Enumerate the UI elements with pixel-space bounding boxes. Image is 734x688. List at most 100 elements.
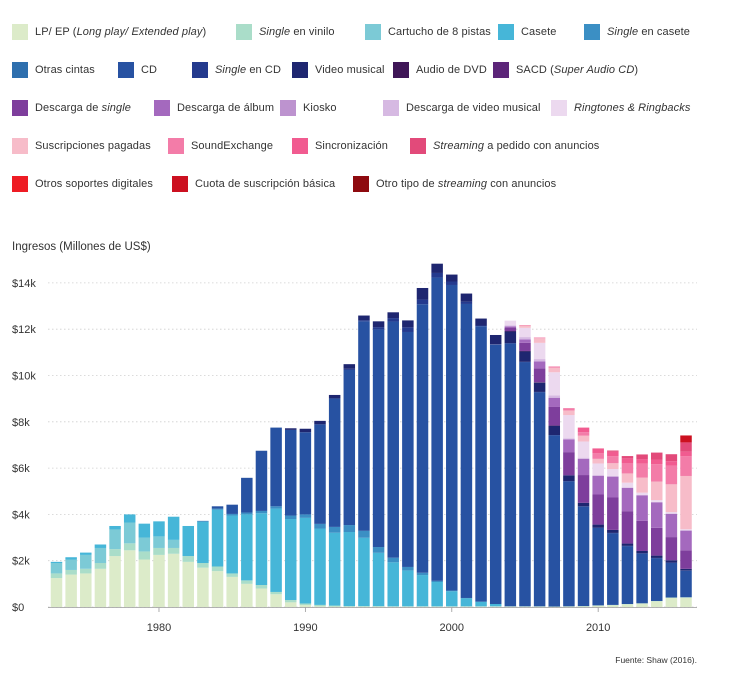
bar-segment-ringtones	[577, 441, 590, 458]
bar-segment-vinilo	[314, 604, 326, 607]
bar-segment-desc_album	[665, 513, 678, 538]
bar-segment-video	[475, 318, 487, 326]
bar-segment-ringtones	[636, 492, 648, 495]
bar-segment-desc_album	[650, 502, 663, 528]
bar-segment-suscripcion	[519, 325, 531, 328]
bar-segment-casete	[167, 516, 180, 540]
bar-segment-single_casete	[431, 580, 443, 582]
bar-segment-cd	[504, 343, 517, 607]
bar-segment-desc_single	[548, 406, 561, 426]
bar-segment-video	[519, 351, 531, 362]
bar-stack-2008	[563, 408, 575, 607]
bar-segment-desc_album	[533, 361, 546, 369]
bar-segment-video	[446, 274, 458, 282]
bar-segment-soundexchange	[607, 456, 619, 464]
bar-segment-video	[592, 524, 604, 528]
legend-item-sincro: Sincronización	[292, 136, 388, 156]
x-tick-label: 1990	[293, 622, 317, 634]
bar-stack-1993	[343, 364, 356, 608]
bar-segment-streaming_ads	[665, 454, 678, 462]
bar-segment-ringtones	[548, 372, 561, 396]
bar-segment-lp	[226, 576, 238, 607]
bar-segment-vinilo	[138, 551, 151, 560]
bar-segment-desc_single	[636, 520, 648, 551]
bar-segment-single_cd	[372, 327, 385, 330]
bar-segment-casete	[314, 528, 326, 605]
legend-label: Single en CD	[215, 64, 282, 76]
bar-segment-desc_album	[577, 458, 590, 476]
legend-item-kiosko: Kiosko	[280, 98, 337, 118]
bar-segment-video	[358, 315, 370, 321]
bar-segment-vinilo	[153, 547, 165, 555]
bar-segment-cd	[489, 344, 502, 604]
bar-segment-casete	[475, 601, 487, 607]
bar-segment-single_casete	[226, 513, 238, 516]
bars	[50, 263, 692, 608]
bar-segment-video	[621, 543, 634, 546]
bar-segment-vinilo	[211, 566, 224, 572]
bar-stack-1986	[241, 477, 253, 607]
bar-segment-single_casete	[343, 525, 356, 532]
bar-segment-soundexchange	[650, 464, 663, 482]
legend-item-suscripcion: Suscripciones pagadas	[12, 136, 151, 156]
legend-swatch	[280, 100, 296, 116]
bar-segment-single_cd	[460, 301, 473, 304]
bar-segment-casete	[328, 532, 341, 606]
bar-stack-1985	[226, 504, 238, 607]
bar-segment-suscripcion	[592, 458, 604, 464]
bar-stack-2013	[636, 454, 648, 607]
bar-segment-cartucho	[138, 537, 151, 552]
bar-segment-single_cd	[475, 325, 487, 327]
bar-segment-lp	[50, 578, 63, 607]
bar-segment-lp	[577, 606, 590, 607]
bar-segment-lp	[241, 583, 253, 607]
bar-segment-video	[416, 287, 429, 300]
bar-segment-cartucho	[80, 554, 92, 569]
bar-segment-casete	[460, 598, 473, 607]
bar-stack-1999	[431, 263, 443, 608]
bar-stack-1992	[328, 394, 341, 607]
bar-segment-video	[650, 555, 663, 558]
bar-segment-sincro	[650, 459, 663, 465]
bar-segment-vinilo	[80, 568, 92, 574]
bar-segment-video	[504, 331, 517, 344]
legend-label: Video musical	[315, 64, 385, 76]
bar-segment-casete	[226, 515, 238, 574]
bar-segment-soundexchange	[592, 453, 604, 459]
bar-segment-suscripcion	[636, 477, 648, 493]
bar-segment-cd	[241, 477, 253, 513]
bar-segment-cd	[431, 277, 443, 581]
bar-segment-cd	[255, 450, 268, 511]
bar-segment-single_casete	[416, 572, 429, 576]
legend-label: Streaming a pedido con anuncios	[433, 140, 600, 152]
bar-segment-desc_video	[592, 475, 604, 476]
bar-segment-lp	[167, 553, 180, 607]
bar-stack-1984	[211, 506, 224, 607]
bar-segment-single_cd	[446, 281, 458, 285]
bar-stack-1976	[94, 544, 107, 607]
legend-swatch	[12, 176, 28, 192]
bar-stack-2016	[680, 435, 692, 607]
bar-segment-desc_single	[621, 511, 634, 544]
bar-segment-cd	[563, 481, 575, 607]
bar-segment-sincro	[636, 459, 648, 464]
bar-segment-casete	[387, 562, 399, 607]
legend-item-desc_album: Descarga de álbum	[154, 98, 274, 118]
bar-segment-single_cd	[387, 318, 399, 322]
bar-segment-video	[636, 550, 648, 554]
legend-label: Otros soportes digitales	[35, 178, 153, 190]
bar-segment-ringtones	[621, 482, 634, 488]
legend-swatch	[498, 24, 514, 40]
legend-label: SACD (Super Audio CD)	[516, 64, 639, 76]
bar-segment-vinilo	[167, 547, 180, 554]
bar-segment-vinilo	[226, 573, 238, 577]
bar-segment-lp	[138, 559, 151, 607]
bar-segment-desc_video	[607, 475, 619, 477]
bar-stack-1990	[299, 428, 312, 607]
bar-segment-cd	[372, 329, 385, 548]
bar-segment-desc_video	[621, 487, 634, 488]
legend-item-otros_dig: Otros soportes digitales	[12, 174, 153, 194]
bar-segment-casete	[109, 525, 121, 530]
bar-segment-video	[372, 321, 385, 328]
bar-segment-desc_album	[548, 397, 561, 407]
